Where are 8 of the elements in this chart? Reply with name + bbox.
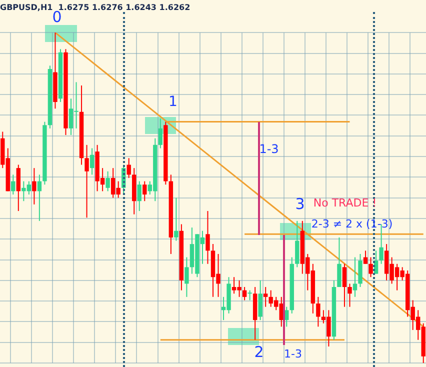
annotation: 1-3 <box>259 142 279 156</box>
annotation: 3 <box>295 195 305 213</box>
annotation: 1-3 <box>284 348 302 360</box>
annotation: 2-3 ≠ 2 x (1-3) <box>311 218 393 230</box>
annotation: 1 <box>168 94 178 110</box>
annotation: No TRADE ! <box>313 196 377 210</box>
annotation: 2 <box>254 343 264 361</box>
chart-title: GBPUSD,H1 1.6275 1.6276 1.6243 1.6262 <box>0 2 190 12</box>
